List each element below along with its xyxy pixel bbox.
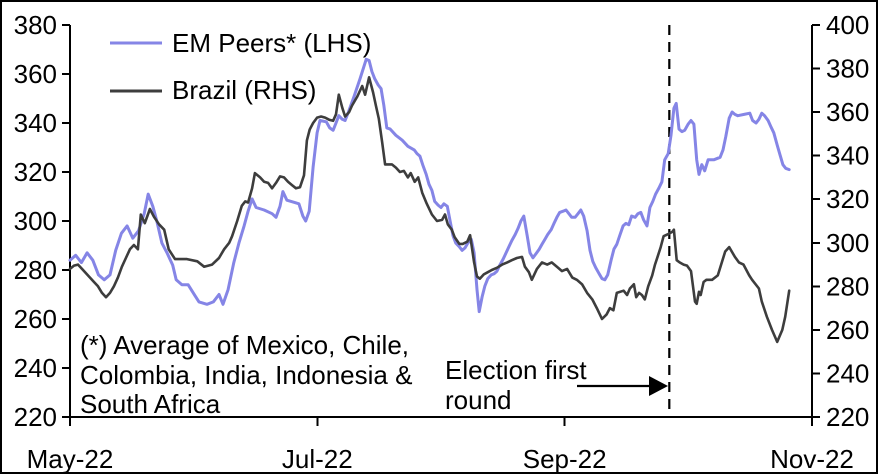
series-lines (68, 57, 791, 344)
legend-label-em-peers: EM Peers* (LHS) (172, 28, 371, 58)
left-axis-tick-label: 360 (14, 59, 57, 89)
right-axis-tick-label: 320 (826, 184, 869, 214)
right-axis-tick-label: 380 (826, 54, 869, 84)
footnote-line-3: South Africa (80, 389, 221, 419)
left-axis-tick-label: 280 (14, 255, 57, 285)
right-axis-tick-label: 240 (826, 358, 869, 388)
footnote-line-2: Colombia, India, Indonesia & (80, 360, 412, 390)
left-axis-tick-label: 340 (14, 108, 57, 138)
left-axis-tick-label: 320 (14, 157, 57, 187)
event-annotation: Election first round (445, 355, 668, 415)
event-label-line-2: round (445, 385, 512, 415)
series-line-em-peers (68, 57, 791, 314)
right-axis-tick-label: 340 (826, 141, 869, 171)
right-axis-tick-label: 300 (826, 228, 869, 258)
x-axis-tick-label: May-22 (27, 444, 114, 474)
left-axis-tick-label: 220 (14, 402, 57, 432)
x-axis-tick-label: Jul-22 (282, 444, 353, 474)
right-axis-tick-label: 280 (826, 271, 869, 301)
legend-item-em-peers: EM Peers* (LHS) (110, 28, 371, 58)
left-axis-tick-label: 260 (14, 304, 57, 334)
series-line-brazil (68, 76, 791, 344)
right-axis-tick-label: 400 (826, 10, 869, 40)
legend-item-brazil: Brazil (RHS) (110, 75, 316, 105)
annotation-arrow-head-icon (649, 376, 668, 396)
event-label-line-1: Election first (445, 355, 587, 385)
right-axis-tick-label: 360 (826, 97, 869, 127)
left-axis-tick-label: 300 (14, 206, 57, 236)
legend-label-brazil: Brazil (RHS) (172, 75, 316, 105)
x-axis-tick-label: Sep-22 (523, 444, 607, 474)
axis-ticks: 380 360 340 320 300 280 260 240 220 400 380 360 340 3… (14, 10, 870, 474)
right-axis-tick-label: 220 (826, 402, 869, 432)
left-axis-tick-label: 380 (14, 10, 57, 40)
footnote-line-1: (*) Average of Mexico, Chile, (80, 330, 409, 360)
x-axis-tick-label: Nov-22 (770, 444, 854, 474)
legend: EM Peers* (LHS) Brazil (RHS) (110, 28, 371, 105)
chart-footnote: (*) Average of Mexico, Chile, Colombia, … (80, 330, 412, 419)
left-axis-tick-label: 240 (14, 353, 57, 383)
right-axis-tick-label: 260 (826, 315, 869, 345)
